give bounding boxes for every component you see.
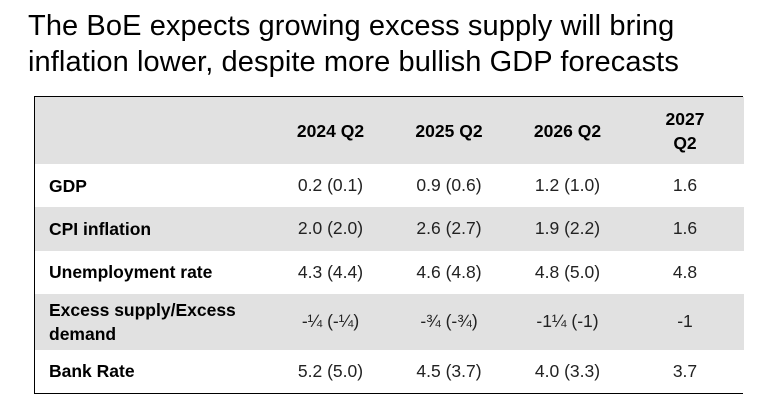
table-header-row: 2024 Q2 2025 Q2 2026 Q2 2027 Q2 (35, 97, 744, 165)
title-line-2: inflation lower, despite more bullish GD… (28, 46, 679, 78)
table-cell: 2.6 (2.7) (416, 218, 482, 239)
table-cell: 1.6 (672, 175, 698, 196)
table-cell: 4.0 (3.3) (534, 360, 601, 381)
table-cell: 1.9 (2.2) (534, 218, 601, 239)
table-cell: -1¼ (-1) (536, 311, 599, 332)
table-cell: -¾ (-¾) (420, 311, 478, 332)
table-cell: 2.0 (2.0) (297, 218, 364, 239)
header-cell-empty (35, 97, 272, 165)
row-label-line1: Excess supply/Excess (49, 299, 236, 320)
table-cell: 5.2 (5.0) (297, 360, 364, 381)
row-label: Unemployment rate (49, 262, 213, 283)
table-cell: 4.8 (672, 261, 698, 282)
row-label: Bank Rate (49, 361, 135, 382)
table-row-excess-supply: Excess supply/Excess demand -¼ (-¼) -¾ (… (35, 293, 744, 350)
title-line-1: The BoE expects growing excess supply wi… (28, 10, 675, 42)
header-cell-2026-q2: 2026 Q2 (509, 97, 626, 165)
row-label: CPI inflation (49, 218, 152, 239)
table-cell: 4.5 (3.7) (416, 360, 482, 381)
page-title: The BoE expects growing excess supply wi… (28, 8, 758, 80)
table-row-bank-rate: Bank Rate 5.2 (5.0) 4.5 (3.7) 4.0 (3.3) … (35, 349, 744, 393)
header-cell-2025-q2: 2025 Q2 (389, 97, 509, 165)
table-cell: 1.2 (1.0) (534, 175, 601, 196)
table-cell: -¼ (-¼) (301, 311, 360, 332)
table-cell: 0.2 (0.1) (297, 175, 364, 196)
row-label: Excess supply/Excess demand (35, 294, 272, 350)
table-cell: -1 (677, 311, 693, 332)
table-cell: 4.3 (4.4) (297, 261, 364, 282)
forecast-table-grid: 2024 Q2 2025 Q2 2026 Q2 2027 Q2 GDP 0.2 … (35, 97, 744, 393)
header-2027-line2: Q2 (673, 132, 697, 153)
row-label-line2: demand (49, 323, 117, 344)
table-cell: 4.8 (5.0) (534, 261, 601, 282)
header-cell-2027-q2: 2027 Q2 (626, 97, 744, 165)
table-row-gdp: GDP 0.2 (0.1) 0.9 (0.6) 1.2 (1.0) 1.6 (35, 164, 744, 208)
row-label: GDP (49, 175, 87, 196)
table-cell: 1.6 (672, 218, 698, 239)
header-cell-2024-q2: 2024 Q2 (272, 97, 389, 165)
forecast-table: 2024 Q2 2025 Q2 2026 Q2 2027 Q2 GDP 0.2 … (34, 96, 744, 394)
table-row-cpi-inflation: CPI inflation 2.0 (2.0) 2.6 (2.7) 1.9 (2… (35, 207, 744, 251)
table-row-unemployment-rate: Unemployment rate 4.3 (4.4) 4.6 (4.8) 4.… (35, 250, 744, 294)
table-cell: 0.9 (0.6) (416, 175, 482, 196)
header-2027-line1: 2027 (665, 108, 705, 129)
table-cell: 4.6 (4.8) (416, 261, 482, 282)
table-cell: 3.7 (672, 360, 698, 381)
